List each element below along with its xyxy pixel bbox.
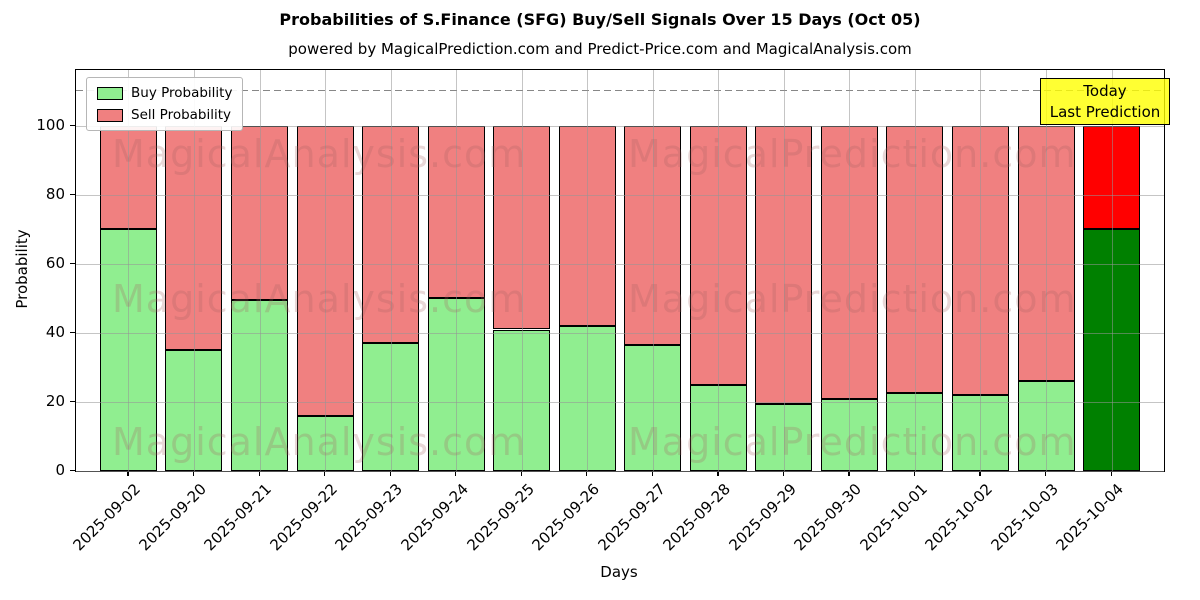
gridline-x-2025-09-21 (259, 70, 261, 471)
gridline-x-2025-09-27 (652, 70, 654, 471)
today-last-prediction-badge: Today Last Prediction (1040, 78, 1170, 125)
legend-swatch-sell (97, 108, 123, 122)
x-tick-label-2025-09-27: 2025-09-27 (594, 480, 669, 555)
x-tick-label-2025-10-04: 2025-10-04 (1052, 480, 1128, 555)
y-tick-label-60: 60 (45, 253, 65, 272)
x-tick-mark-2025-09-29 (782, 471, 785, 476)
x-tick-label-2025-09-24: 2025-09-24 (397, 480, 472, 555)
today-badge-line1: Today (1083, 81, 1127, 100)
x-tick-mark-2025-09-22 (324, 471, 326, 476)
x-tick-label-2025-09-02: 2025-09-02 (69, 480, 145, 555)
chart-title: Probabilities of S.Finance (SFG) Buy/Sel… (279, 10, 921, 29)
y-tick-mark-0 (70, 470, 75, 472)
x-tick-mark-2025-09-24 (455, 471, 457, 476)
x-tick-label-2025-09-22: 2025-09-22 (266, 480, 341, 555)
gridline-x-2025-09-30 (849, 70, 851, 471)
y-tick-label-40: 40 (45, 322, 65, 341)
y-tick-label-100: 100 (36, 115, 65, 134)
y-tick-label-0: 0 (55, 461, 65, 479)
gridline-x-2025-09-29 (783, 70, 785, 471)
x-tick-label-2025-09-30: 2025-09-30 (790, 480, 866, 555)
gridline-y-0 (76, 471, 1164, 472)
legend: Buy Probability Sell Probability (86, 77, 244, 131)
y-tick-mark-60 (70, 262, 75, 265)
legend-item-sell: Sell Probability (97, 107, 232, 123)
x-tick-label-2025-10-03: 2025-10-03 (987, 480, 1062, 555)
gridline-x-2025-10-02 (980, 70, 982, 471)
y-tick-label-80: 80 (45, 184, 65, 203)
dashed-reference-line (76, 89, 1164, 92)
today-badge-line2: Last Prediction (1049, 102, 1161, 121)
gridline-y-100 (76, 125, 1164, 127)
x-tick-label-2025-10-02: 2025-10-02 (921, 480, 997, 555)
gridline-x-2025-09-26 (587, 70, 589, 471)
x-tick-mark-2025-09-27 (651, 471, 653, 476)
legend-item-buy: Buy Probability (97, 85, 232, 101)
x-tick-label-2025-09-23: 2025-09-23 (331, 480, 407, 555)
gridline-y-40 (76, 332, 1164, 334)
x-tick-mark-2025-09-20 (192, 471, 195, 476)
y-tick-mark-20 (70, 400, 75, 403)
x-tick-mark-2025-10-03 (1045, 471, 1047, 476)
x-tick-mark-2025-10-01 (913, 471, 916, 476)
x-tick-mark-2025-09-25 (520, 471, 522, 476)
gridline-x-2025-09-24 (456, 70, 458, 471)
x-tick-mark-2025-09-23 (389, 471, 391, 476)
x-tick-label-2025-09-28: 2025-09-28 (659, 480, 735, 555)
x-tick-mark-2025-10-04 (1110, 471, 1112, 476)
gridline-y-20 (76, 401, 1164, 403)
gridline-x-2025-09-23 (390, 70, 392, 471)
chart-subtitle: powered by MagicalPrediction.com and Pre… (288, 40, 912, 58)
gridline-x-2025-10-03 (1046, 70, 1048, 471)
x-tick-label-2025-09-20: 2025-09-20 (135, 480, 210, 555)
x-axis-label: Days (600, 563, 638, 581)
legend-label-sell: Sell Probability (131, 107, 232, 123)
legend-swatch-buy (97, 86, 123, 100)
gridline-x-2025-09-20 (193, 70, 195, 471)
gridline-x-2025-09-25 (521, 70, 523, 471)
gridline-x-2025-09-22 (325, 70, 327, 471)
y-tick-label-20: 20 (45, 391, 65, 410)
plot-area (75, 69, 1165, 472)
legend-label-buy: Buy Probability (131, 85, 233, 101)
y-tick-mark-100 (70, 124, 75, 127)
x-tick-mark-2025-09-26 (586, 471, 588, 476)
y-tick-mark-40 (70, 331, 75, 334)
x-tick-mark-2025-09-02 (127, 471, 129, 476)
x-tick-label-2025-09-26: 2025-09-26 (528, 480, 603, 555)
gridline-x-2025-10-04 (1111, 70, 1113, 471)
gridline-y-80 (76, 194, 1164, 196)
gridline-x-2025-10-01 (914, 70, 916, 471)
x-tick-label-2025-09-29: 2025-09-29 (725, 480, 800, 555)
x-tick-mark-2025-09-21 (258, 471, 260, 476)
gridline-y-60 (76, 263, 1164, 265)
x-tick-mark-2025-09-30 (848, 471, 850, 476)
y-tick-mark-80 (70, 193, 75, 196)
x-tick-mark-2025-09-28 (717, 471, 719, 476)
x-tick-label-2025-09-21: 2025-09-21 (200, 480, 276, 555)
x-tick-label-2025-10-01: 2025-10-01 (856, 480, 931, 555)
gridline-x-2025-09-28 (718, 70, 720, 471)
x-tick-mark-2025-10-02 (979, 471, 981, 476)
gridline-x-2025-09-02 (128, 70, 130, 471)
x-tick-label-2025-09-25: 2025-09-25 (463, 480, 538, 555)
